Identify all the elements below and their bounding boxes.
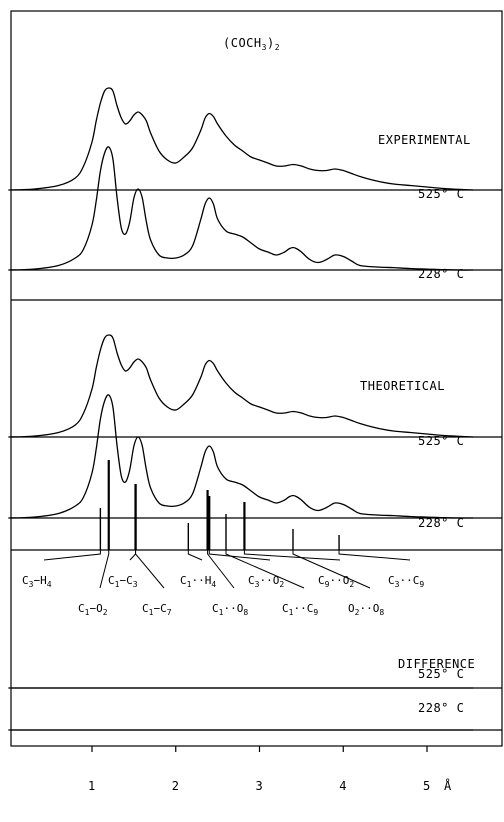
- distance-leader: [207, 550, 235, 589]
- x-tick-label: 5: [423, 779, 430, 793]
- series-curve-3: [8, 394, 474, 519]
- distance-label: C1−C7: [142, 602, 172, 617]
- x-tick-label: 2: [172, 779, 179, 793]
- distance-label: C3−H4: [22, 574, 52, 589]
- temp-label: 228° C: [418, 516, 464, 530]
- plot-frame: [10, 10, 503, 747]
- distance-leader: [243, 550, 341, 561]
- temp-label: 525° C: [418, 667, 464, 681]
- distance-label: C1··H4: [180, 574, 216, 589]
- distance-label: C1−C3: [108, 574, 138, 589]
- temp-label: 228° C: [418, 701, 464, 715]
- x-tick-label: 4: [339, 779, 346, 793]
- series-curve-0: [8, 87, 474, 191]
- x-axis-unit: Å: [444, 778, 452, 793]
- distance-label: C3··O2: [248, 574, 284, 589]
- x-axis: 1 2 3 4 5: [88, 746, 430, 793]
- distance-label: C9··O2: [318, 574, 354, 589]
- distance-leader: [129, 550, 137, 561]
- x-tick-label: 3: [256, 779, 263, 793]
- series-curve-2: [8, 334, 474, 438]
- distance-leader: [225, 550, 305, 589]
- section-label-experimental: EXPERIMENTAL: [378, 133, 471, 147]
- distance-label: C3··C9: [388, 574, 424, 589]
- curves: [8, 87, 474, 731]
- distance-label: C1··O8: [212, 602, 248, 617]
- distance-label: C1··C9: [282, 602, 318, 617]
- x-tick-label: 1: [88, 779, 95, 793]
- distance-leader: [292, 550, 371, 589]
- series-curve-1: [8, 146, 474, 271]
- distance-leader: [338, 550, 411, 561]
- chart-title: (COCH3)2: [223, 36, 280, 52]
- distance-leader: [99, 550, 110, 589]
- distance-label: C1−O2: [78, 602, 108, 617]
- distance-sticks: [43, 460, 411, 589]
- distance-label: O2··O8: [348, 602, 384, 617]
- distance-leader: [187, 550, 203, 561]
- distance-leader: [135, 550, 165, 589]
- section-label-difference: DIFFERENCE: [398, 657, 475, 671]
- section-label-theoretical: THEORETICAL: [360, 379, 445, 393]
- distance-leader: [43, 550, 101, 561]
- distance-leader: [208, 550, 271, 561]
